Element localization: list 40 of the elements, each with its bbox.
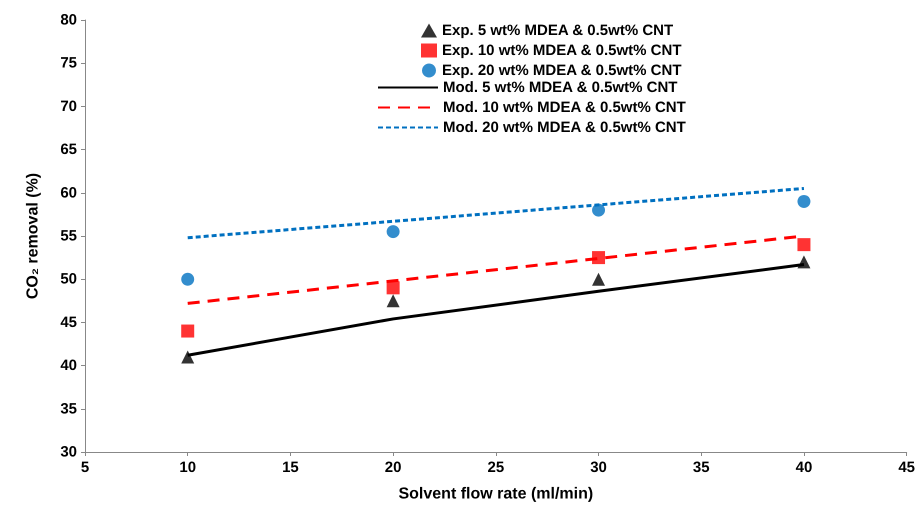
- y-tick-label: 45: [60, 314, 77, 331]
- legend-label: Exp. 10 wt% MDEA & 0.5wt% CNT: [442, 42, 682, 59]
- legend-label: Exp. 5 wt% MDEA & 0.5wt% CNT: [442, 22, 674, 39]
- legend-label: Mod. 5 wt% MDEA & 0.5wt% CNT: [443, 79, 678, 96]
- x-tick-label: 45: [898, 459, 915, 476]
- x-tick-label: 40: [796, 459, 812, 476]
- point: [181, 324, 194, 338]
- y-tick-label: 40: [60, 357, 77, 374]
- point: [592, 251, 606, 264]
- y-axis-title: CO₂ removal (%): [24, 172, 42, 300]
- point: [181, 350, 194, 364]
- legend-label: Exp. 20 wt% MDEA & 0.5wt% CNT: [442, 62, 682, 79]
- y-tick-label: 65: [60, 141, 77, 158]
- point: [797, 194, 810, 208]
- x-axis-title: Solvent flow rate (ml/min): [398, 486, 594, 502]
- y-tick-label: 35: [60, 400, 77, 418]
- x-tick-label: 10: [179, 459, 196, 476]
- point: [592, 204, 606, 217]
- legend-label: Mod. 10 wt% MDEA & 0.5wt% CNT: [443, 99, 686, 116]
- point: [386, 281, 400, 294]
- point: [386, 294, 400, 308]
- legend-label: Mod. 20 wt% MDEA & 0.5wt% CNT: [443, 119, 686, 136]
- y-tick-label: 75: [60, 54, 77, 72]
- y-tick-label: 30: [60, 444, 77, 460]
- point: [181, 272, 194, 286]
- x-tick-label: 5: [80, 459, 90, 476]
- x-tick-label: 15: [282, 459, 299, 476]
- line-series: [186, 186, 806, 240]
- x-tick-label: 35: [692, 459, 710, 476]
- point: [386, 225, 400, 238]
- y-tick-label: 50: [60, 270, 77, 288]
- point: [797, 238, 810, 252]
- x-tick-label: 20: [384, 459, 402, 476]
- y-tick-label: 55: [60, 228, 77, 244]
- y-tick-label: 80: [60, 12, 77, 28]
- x-tick-label: 30: [590, 459, 607, 476]
- x-tick-label: 25: [487, 459, 504, 476]
- y-tick-label: 70: [60, 98, 77, 115]
- y-tick-label: 60: [60, 184, 77, 202]
- point: [592, 272, 606, 286]
